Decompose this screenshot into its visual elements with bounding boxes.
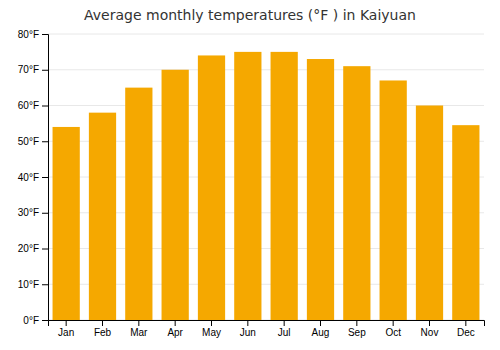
tick: Oct bbox=[385, 320, 401, 338]
bar bbox=[89, 113, 116, 320]
tick-label: 20°F bbox=[18, 243, 39, 254]
tick: 50°F bbox=[18, 136, 48, 147]
bar bbox=[162, 70, 189, 320]
tick-label: 80°F bbox=[18, 29, 39, 40]
x-axis: Jan Feb Mar Apr May Jun Jul Aug Sep Oct Nov Dec bbox=[49, 320, 485, 338]
tick-label: Dec bbox=[457, 327, 475, 338]
tick-label: 50°F bbox=[18, 136, 39, 147]
tick-mark bbox=[247, 320, 248, 326]
tick: 20°F bbox=[18, 243, 48, 254]
bar bbox=[271, 52, 298, 320]
tick: Mar bbox=[130, 320, 148, 338]
tick: Apr bbox=[167, 320, 183, 338]
tick: Jan bbox=[58, 320, 74, 338]
bar bbox=[234, 52, 261, 320]
bars bbox=[53, 52, 480, 320]
tick-label: 70°F bbox=[18, 64, 39, 75]
tick-mark bbox=[42, 141, 48, 142]
tick-label: Sep bbox=[348, 327, 366, 338]
tick: 80°F bbox=[18, 29, 48, 40]
tick-mark bbox=[138, 320, 139, 326]
tick: 10°F bbox=[18, 279, 48, 290]
bar bbox=[380, 80, 407, 320]
y-axis: 0°F 10°F 20°F 30°F 40°F 50°F 60°F 70°F 80°F bbox=[18, 29, 49, 326]
bar bbox=[125, 88, 152, 320]
tick-mark bbox=[356, 320, 357, 326]
tick-label: 10°F bbox=[18, 279, 39, 290]
axis-domain bbox=[49, 321, 485, 327]
tick-mark bbox=[175, 320, 176, 326]
tick: 0°F bbox=[23, 315, 48, 326]
tick-label: Apr bbox=[167, 327, 183, 338]
tick-mark bbox=[42, 320, 48, 321]
tick: Aug bbox=[312, 320, 330, 338]
tick: May bbox=[202, 320, 221, 338]
bar bbox=[452, 125, 479, 320]
axis-domain bbox=[42, 35, 49, 321]
tick-label: Jan bbox=[58, 327, 74, 338]
bar bbox=[343, 66, 370, 320]
tick-label: 60°F bbox=[18, 100, 39, 111]
tick-mark bbox=[320, 320, 321, 326]
grid-line bbox=[48, 34, 484, 35]
tick-label: Jun bbox=[240, 327, 256, 338]
tick-mark bbox=[42, 284, 48, 285]
tick: Jun bbox=[240, 320, 256, 338]
bar bbox=[307, 59, 334, 320]
tick-mark bbox=[211, 320, 212, 326]
tick: 70°F bbox=[18, 64, 48, 75]
tick-label: May bbox=[202, 327, 221, 338]
grid-line bbox=[48, 69, 484, 70]
tick-label: 30°F bbox=[18, 207, 39, 218]
tick-mark bbox=[42, 213, 48, 214]
tick-mark bbox=[429, 320, 430, 326]
tick: Nov bbox=[421, 320, 439, 338]
tick-label: 0°F bbox=[23, 315, 39, 326]
tick-mark bbox=[284, 320, 285, 326]
tick: Jul bbox=[278, 320, 291, 338]
tick: Sep bbox=[348, 320, 366, 338]
tick-mark bbox=[42, 34, 48, 35]
tick-label: Jul bbox=[278, 327, 291, 338]
title: Average monthly temperatures (°F ) in Ka… bbox=[84, 7, 416, 23]
tick-label: 40°F bbox=[18, 172, 39, 183]
tick: 30°F bbox=[18, 207, 48, 218]
tick-label: Mar bbox=[130, 327, 148, 338]
tick-mark bbox=[42, 177, 48, 178]
tick: Dec bbox=[457, 320, 475, 338]
tick-label: Feb bbox=[94, 327, 112, 338]
bar bbox=[416, 106, 443, 321]
tick-mark bbox=[102, 320, 103, 326]
tick: 60°F bbox=[18, 100, 48, 111]
bar bbox=[198, 55, 225, 320]
tick-label: Oct bbox=[385, 327, 401, 338]
tick-label: Nov bbox=[421, 327, 439, 338]
plot: 0°F 10°F 20°F 30°F 40°F 50°F 60°F 70°F 80°F Jan Fe… bbox=[18, 29, 485, 338]
tick: 40°F bbox=[18, 172, 48, 183]
tick-label: Aug bbox=[312, 327, 330, 338]
grid bbox=[48, 34, 484, 320]
tick-mark bbox=[393, 320, 394, 326]
tick-mark bbox=[42, 106, 48, 107]
bar bbox=[53, 127, 80, 320]
tick-mark bbox=[42, 249, 48, 250]
chart: 0°F 10°F 20°F 30°F 40°F 50°F 60°F 70°F 80°F Jan Fe… bbox=[0, 0, 500, 350]
tick-mark bbox=[465, 320, 466, 326]
tick: Feb bbox=[94, 320, 112, 338]
tick-mark bbox=[42, 70, 48, 71]
tick-mark bbox=[66, 320, 67, 326]
